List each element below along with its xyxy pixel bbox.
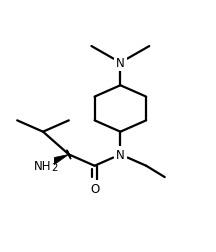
Text: NH: NH xyxy=(34,160,52,173)
Text: N: N xyxy=(116,148,125,161)
Polygon shape xyxy=(41,155,69,171)
Text: 2: 2 xyxy=(52,163,58,173)
Text: O: O xyxy=(90,182,99,195)
Text: N: N xyxy=(116,57,125,70)
